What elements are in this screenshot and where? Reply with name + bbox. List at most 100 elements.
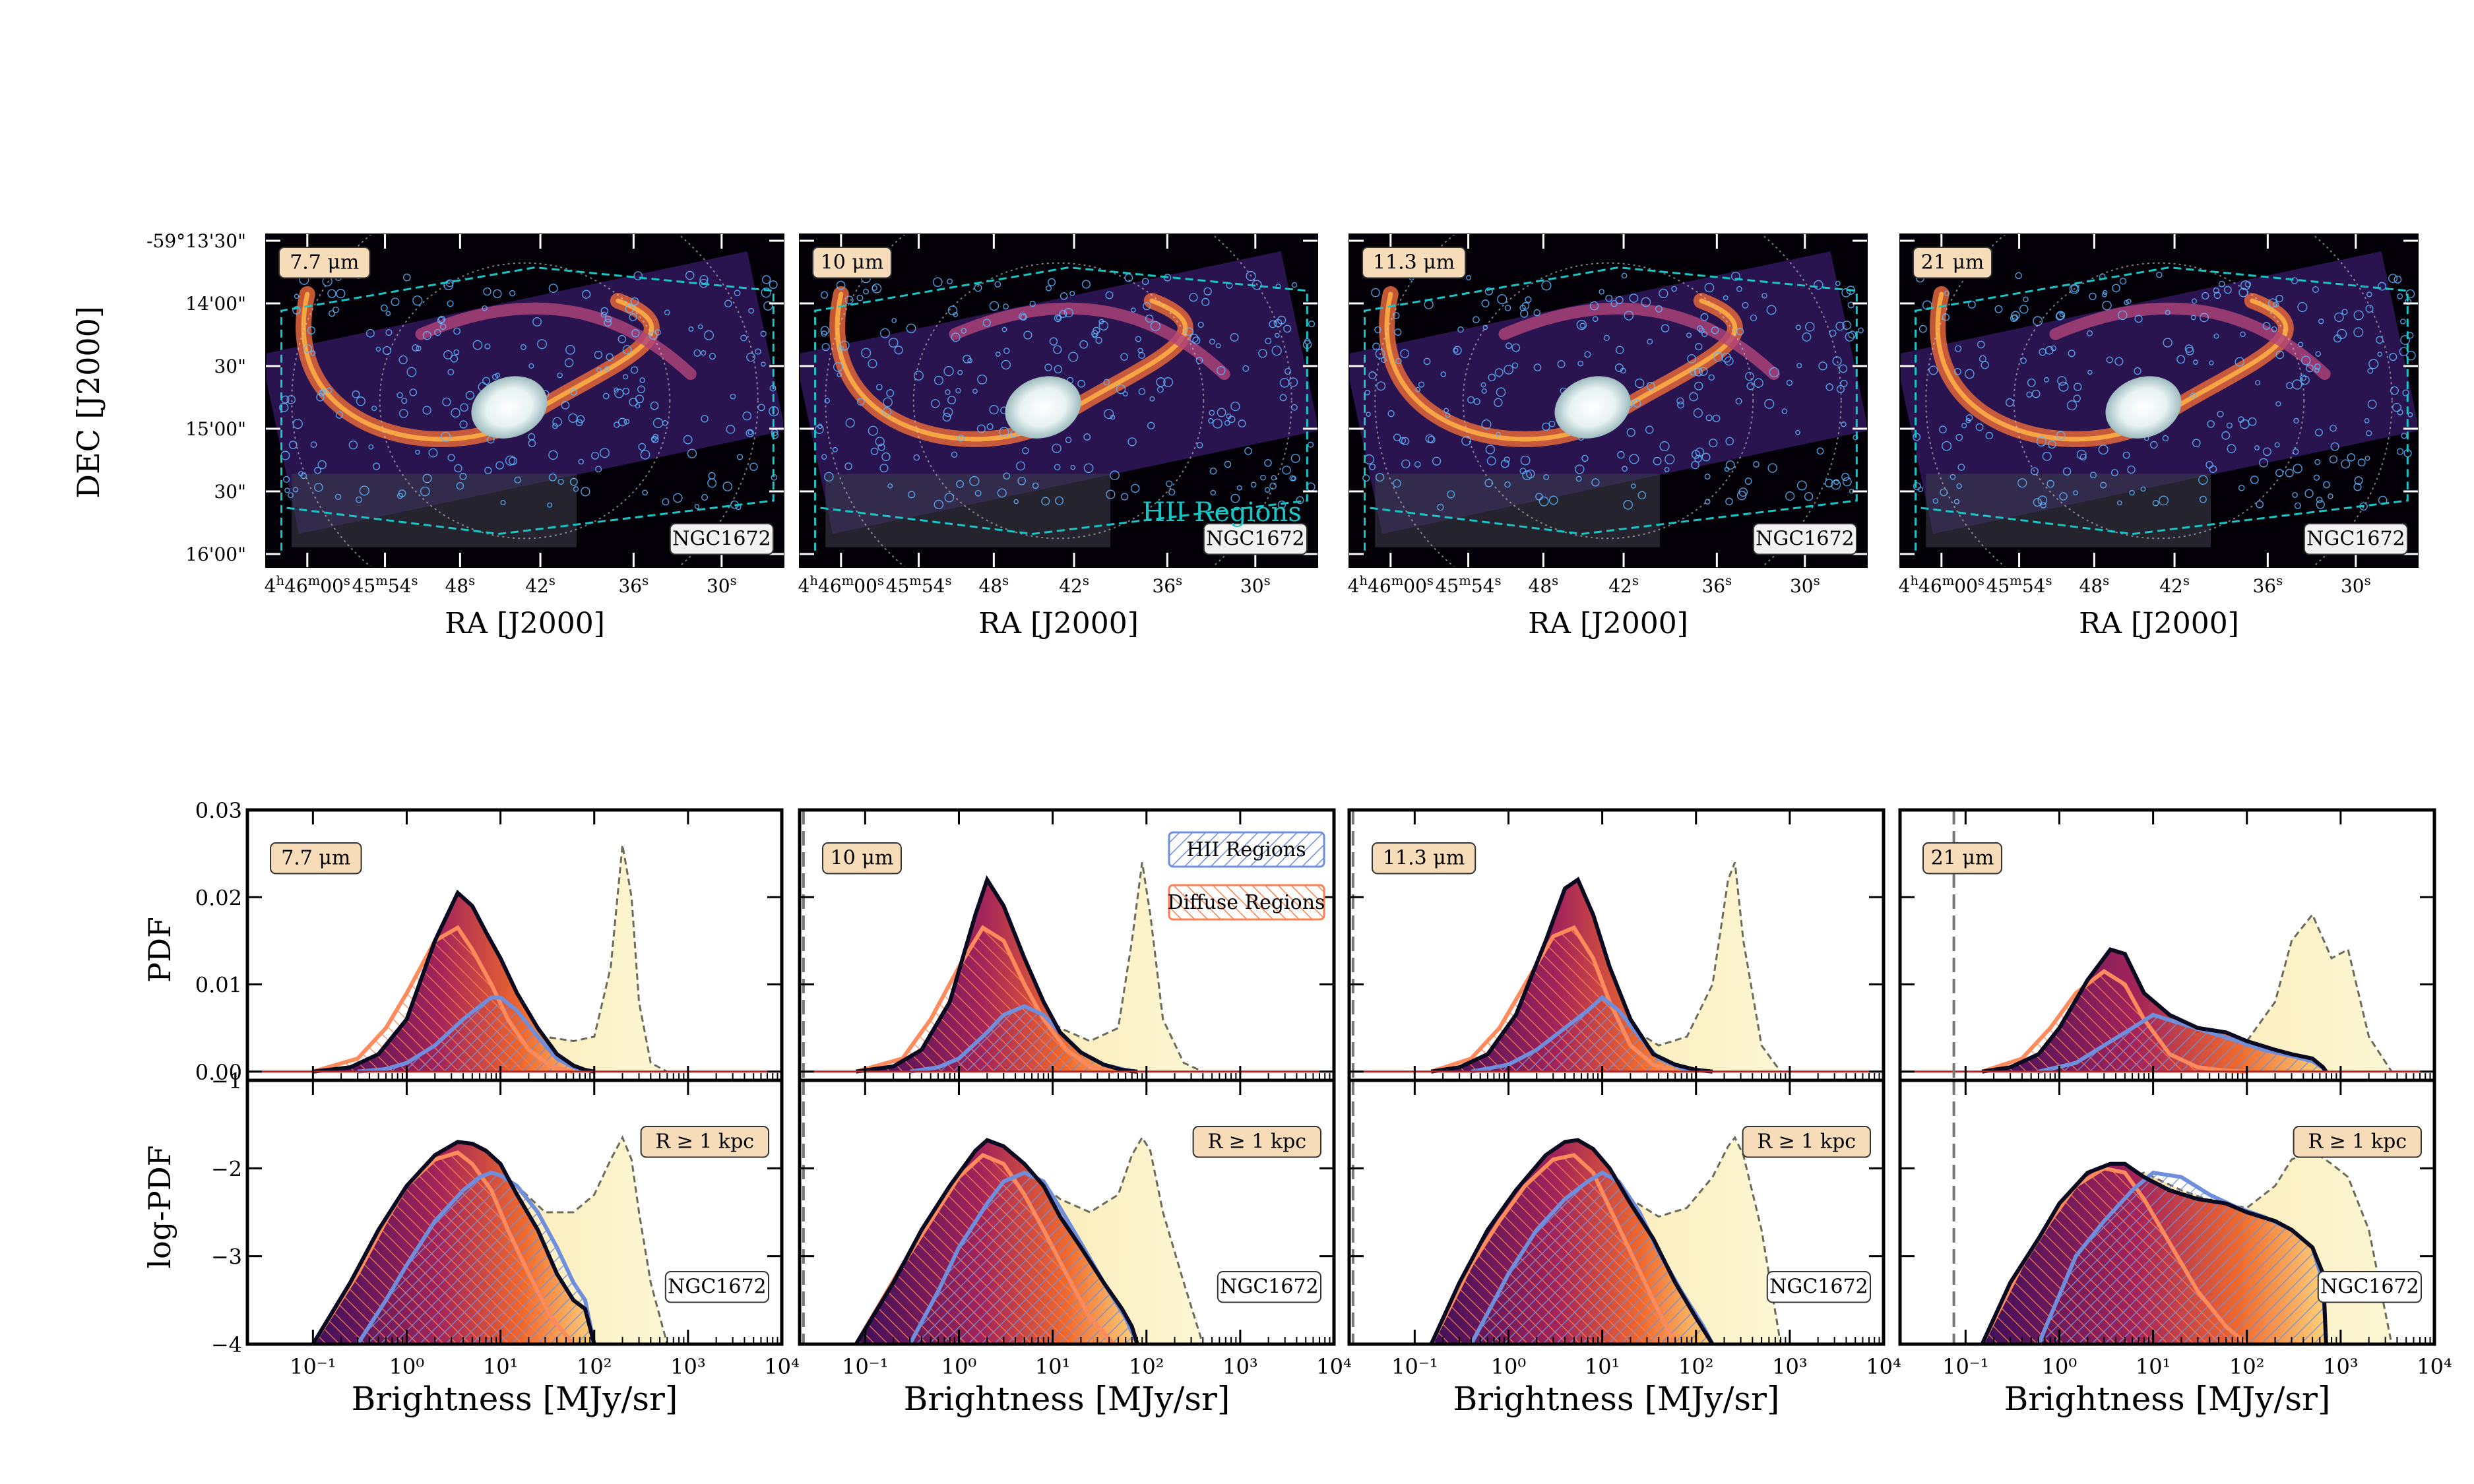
hii-region-marker <box>2329 455 2338 464</box>
hii-region-marker <box>832 447 838 452</box>
ra-tick-label: 30s <box>1790 573 1820 598</box>
hii-region-marker <box>1063 307 1074 318</box>
hii-region-marker <box>2235 357 2245 367</box>
hii-region-marker <box>1700 313 1709 321</box>
hii-region-marker <box>573 486 579 492</box>
hii-region-marker <box>687 448 697 458</box>
hii-region-marker <box>1659 288 1668 299</box>
hii-region-marker <box>303 344 313 354</box>
hii-region-marker <box>1831 479 1841 490</box>
hii-region-marker <box>2122 451 2130 459</box>
hii-region-marker <box>664 309 670 316</box>
radius-contour <box>379 262 671 540</box>
hii-region-marker <box>532 317 542 326</box>
full-map-line <box>2058 1149 2393 1344</box>
hii-region-marker <box>292 487 299 493</box>
hii-region-marker <box>1236 485 1242 491</box>
hii-region-marker <box>314 483 323 492</box>
hii-region-marker <box>736 454 744 460</box>
hii-region-marker <box>422 474 432 483</box>
hii-region-marker <box>761 361 766 367</box>
hii-region-marker <box>1279 394 1287 402</box>
hii-region-marker <box>1120 353 1128 361</box>
hii-region-marker <box>2402 389 2409 396</box>
hii-region-marker <box>881 452 891 462</box>
hii-region-marker <box>956 480 965 488</box>
radius-annotation-text: R ≥ 1 kpc <box>2308 1130 2407 1154</box>
hii-region-marker <box>2033 498 2042 507</box>
hii-region-marker <box>401 398 408 404</box>
hii-region-marker <box>1723 295 1729 301</box>
hii-region-marker <box>1615 295 1624 305</box>
hii-region-marker <box>1994 305 2003 313</box>
band-label-text: 21 μm <box>1921 251 1984 274</box>
hii-region-marker <box>2200 313 2209 323</box>
hii-region-marker <box>999 427 1009 437</box>
hii-region-marker <box>1185 327 1194 336</box>
hii-region-marker <box>1957 464 1965 471</box>
hii-region-marker <box>1690 369 1696 376</box>
hii-region-marker <box>1282 466 1291 475</box>
hii-region-marker <box>1486 456 1496 466</box>
hii-region-marker <box>861 348 872 358</box>
hii-region-marker <box>1291 282 1298 288</box>
pdf-y-tick-label: 0.02 <box>195 885 242 910</box>
hii-region-marker <box>1833 479 1840 485</box>
hii-region-marker <box>2202 292 2209 300</box>
hii-region-marker <box>1380 357 1387 363</box>
hii-region-marker <box>1584 351 1591 358</box>
hii-region-marker <box>1842 321 1852 330</box>
hii-region-marker <box>307 326 316 335</box>
hii-region-marker <box>599 448 610 458</box>
x-tick-label: 10² <box>577 1354 612 1379</box>
hii-region-marker <box>1105 291 1114 299</box>
hii-region-marker <box>2213 292 2221 299</box>
hii-region-marker <box>1041 497 1050 506</box>
hii-region-marker <box>836 280 846 290</box>
hii-region-marker <box>412 344 420 352</box>
hii-region-marker <box>2397 293 2403 299</box>
ra-tick-label: 4h46m00s <box>1899 573 1984 598</box>
hii-region-marker <box>1661 324 1670 332</box>
hii-region-marker <box>2250 476 2259 484</box>
hii-region-marker <box>1453 348 1459 353</box>
hii-region-marker <box>1761 292 1767 299</box>
hii-region-marker <box>1511 343 1521 352</box>
hii-region-marker <box>1522 470 1532 481</box>
hii-region-marker <box>722 481 733 491</box>
logpdf-y-tick-label: −4 <box>211 1332 242 1357</box>
hii-region-marker <box>1484 479 1493 487</box>
hii-region-marker <box>2341 309 2348 315</box>
hii-region-marker <box>697 324 703 330</box>
hii-region-marker <box>888 338 899 348</box>
hii-region-marker <box>1103 379 1110 386</box>
hii-region-marker <box>1368 371 1377 379</box>
hii-region-marker <box>845 418 855 428</box>
x-tick-label: 10⁴ <box>764 1354 800 1379</box>
hii-region-marker <box>1195 357 1203 364</box>
hii-region-marker <box>528 363 534 369</box>
hii-region-marker <box>2059 492 2068 501</box>
hii-region-marker <box>1950 474 1956 480</box>
hii-region-marker <box>1070 464 1076 470</box>
hii-region-marker <box>640 450 650 460</box>
hii-region-marker <box>740 334 747 342</box>
hii-region-marker <box>1548 495 1558 505</box>
hii-region-marker <box>310 441 317 448</box>
hii-region-marker <box>552 423 558 429</box>
hii-region-marker <box>2042 451 2052 461</box>
hii-region-marker <box>1698 327 1705 334</box>
hii-region-marker <box>947 278 953 285</box>
hii-region-marker <box>879 328 890 338</box>
hii-region-marker <box>1818 361 1827 371</box>
hii-region-marker <box>1428 435 1436 444</box>
hii-region-marker <box>415 449 420 455</box>
plot-area <box>800 810 1334 1080</box>
hii-region-marker <box>1203 287 1212 295</box>
hii-region-marker <box>402 273 411 282</box>
hii-region-marker <box>879 464 889 473</box>
hii-region-marker <box>1054 314 1062 323</box>
dec-tick-label: -59°13'30" <box>146 230 246 252</box>
hii-region-marker <box>1163 377 1174 387</box>
legend: HII Regions Diffuse Regions <box>1168 831 1325 921</box>
